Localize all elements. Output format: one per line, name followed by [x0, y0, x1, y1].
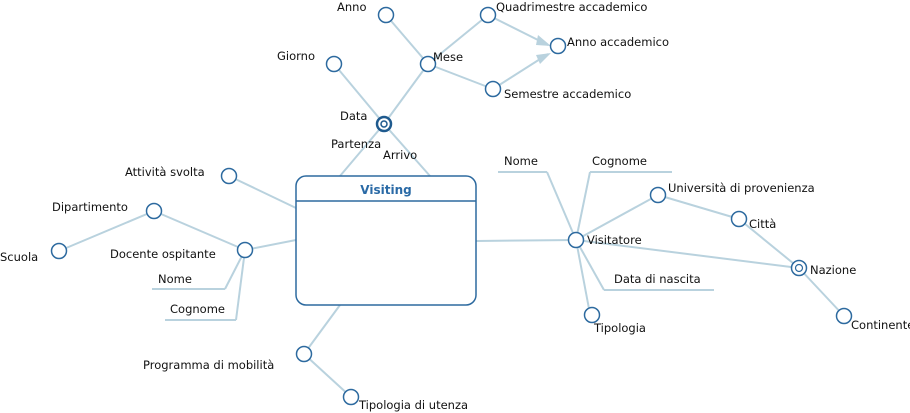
node-data[interactable] [375, 115, 393, 133]
node-citta[interactable] [730, 210, 748, 228]
edge-fact-visitatore [475, 239, 577, 242]
label-giorno: Giorno [277, 49, 315, 63]
label-semestre: Semestre accademico [504, 87, 631, 101]
edge-visitatore-tipologia [575, 239, 591, 315]
label-universita: Università di provenienza [668, 181, 815, 195]
edge-mese-semestre [427, 63, 494, 90]
edge-visitatore-cognome [575, 171, 591, 241]
node-continente[interactable] [835, 307, 853, 325]
node-anno-accademico[interactable] [549, 37, 567, 55]
label-attivita: Attività svolta [125, 165, 205, 179]
label-nazione: Nazione [810, 263, 856, 277]
edge-giorno-data [333, 63, 385, 125]
node-giorno[interactable] [325, 55, 343, 73]
edge-visitatore-nome [546, 171, 577, 241]
edge-nazione-continente [798, 267, 845, 317]
arrowhead-semestre [536, 53, 551, 64]
label-quadrimestre: Quadrimestre accademico [496, 0, 647, 14]
label-anno: Anno [337, 0, 366, 14]
node-nazione-inner [794, 263, 804, 273]
edge-anno-mese [385, 14, 429, 65]
label-data-nascita: Data di nascita [614, 272, 701, 286]
label-dipartimento: Dipartimento [52, 200, 128, 214]
edge-universita-citta [657, 194, 740, 220]
edge-docente-fact [244, 239, 297, 251]
node-scuola[interactable] [50, 242, 68, 260]
label-nome-visitatore: Nome [504, 154, 538, 168]
node-dipartimento[interactable] [145, 202, 163, 220]
arrowhead-quadrimestre [536, 35, 551, 46]
node-mese[interactable] [419, 55, 437, 73]
node-universita[interactable] [649, 186, 667, 204]
edge-visitatore-datanascita [575, 239, 605, 291]
node-attivita[interactable] [220, 167, 238, 185]
edge-data-arrivo [383, 123, 431, 177]
label-data: Data [340, 109, 367, 123]
edge-citta-nazione [738, 218, 800, 269]
label-scuola: Scuola [0, 250, 38, 264]
fact-title: Visiting [360, 183, 411, 197]
label-cognome-docente: Cognome [170, 302, 225, 316]
label-programma: Programma di mobilità [143, 358, 274, 372]
edge-programma-tipologia-utenza [303, 353, 352, 398]
label-visitatore: Visitatore [587, 233, 642, 247]
label-arrivo: Arrivo [383, 148, 417, 162]
fact-box[interactable]: Visiting [295, 175, 477, 306]
edge-visitatore-nazione [575, 239, 800, 269]
edge-dipartimento-docente [153, 210, 246, 251]
node-nazione[interactable] [790, 259, 808, 277]
label-cognome-visitatore: Cognome [592, 154, 647, 168]
edge-mese-quadrimestre [427, 14, 489, 65]
edge-data-partenza [339, 123, 385, 177]
label-tipologia-utenza: Tipologia di utenza [358, 398, 468, 412]
edge-attivita-fact [228, 175, 297, 209]
node-data-inner [380, 120, 388, 128]
label-mese: Mese [433, 50, 463, 64]
label-docente: Docente ospitante [110, 247, 216, 261]
label-continente: Continente [851, 318, 910, 332]
edge-fact-programma [303, 304, 341, 355]
node-quadrimestre[interactable] [479, 6, 497, 24]
node-anno[interactable] [377, 6, 395, 24]
node-visitatore[interactable] [567, 231, 585, 249]
edge-scuola-dipartimento [58, 210, 155, 252]
edge-docente-cognome [235, 249, 246, 321]
node-docente[interactable] [236, 241, 254, 259]
label-citta: Città [749, 217, 776, 231]
node-tipologia-utenza[interactable] [342, 388, 360, 406]
edge-mese-data [383, 63, 429, 125]
node-programma[interactable] [295, 345, 313, 363]
node-semestre[interactable] [484, 80, 502, 98]
edge-visitatore-universita [575, 194, 659, 241]
edges [58, 14, 845, 398]
label-partenza: Partenza [331, 137, 381, 151]
label-tipologia: Tipologia [593, 321, 646, 335]
label-anno-accademico: Anno accademico [567, 35, 669, 49]
node-tipologia[interactable] [583, 306, 601, 324]
label-nome-docente: Nome [158, 272, 192, 286]
